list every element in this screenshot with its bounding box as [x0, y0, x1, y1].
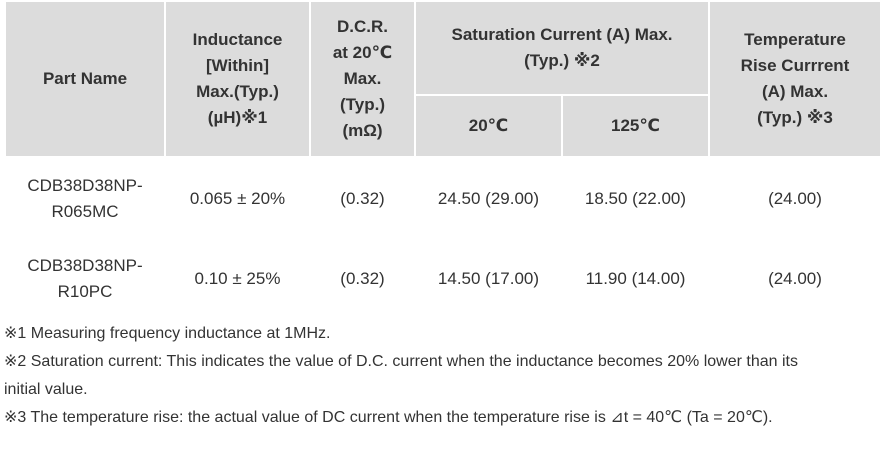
cell-inductance: 0.10 ± 25% — [194, 269, 281, 288]
cell-dcr: (0.32) — [340, 189, 385, 208]
footnote-1: ※1 Measuring frequency inductance at 1MH… — [4, 325, 331, 342]
cell-saturation-125c: 11.90 (14.00) — [585, 269, 686, 288]
header-saturation-20c: 20℃ — [414, 94, 563, 158]
header-dcr: D.C.R. at 20℃ Max. (Typ.) (mΩ) — [309, 0, 416, 158]
cell-dcr: (0.32) — [340, 269, 385, 288]
table-row: CDB38D38NP- R10PC 0.10 ± 25% (0.32) 14.5… — [5, 240, 880, 318]
cell-part-name: CDB38D38NP- R10PC — [27, 256, 143, 301]
cell-inductance: 0.065 ± 20% — [189, 189, 286, 208]
header-part-name: Part Name — [4, 0, 166, 158]
footnotes: ※1 Measuring frequency inductance at 1MH… — [4, 320, 864, 432]
cell-temperature-rise: (24.00) — [768, 269, 822, 288]
spec-table: Part Name Inductance [Within] Max.(Typ.)… — [4, 0, 880, 318]
header-temperature-rise-current: Temperature Rise Currrent (A) Max. (Typ.… — [708, 0, 880, 158]
header-saturation-current: Saturation Current (A) Max. (Typ.) ※2 — [414, 0, 710, 96]
header-inductance: Inductance [Within] Max.(Typ.) (µH)※1 — [164, 0, 311, 158]
cell-saturation-125c: 18.50 (22.00) — [584, 189, 687, 208]
header-saturation-125c: 125℃ — [561, 94, 710, 158]
cell-saturation-20c: 24.50 (29.00) — [437, 189, 540, 208]
table-row: CDB38D38NP- R065MC 0.065 ± 20% (0.32) 24… — [5, 157, 880, 240]
footnote-3: ※3 The temperature rise: the actual valu… — [4, 409, 773, 426]
cell-saturation-20c: 14.50 (17.00) — [437, 269, 540, 288]
cell-temperature-rise: (24.00) — [768, 189, 822, 208]
cell-part-name: CDB38D38NP- R065MC — [27, 176, 143, 221]
footnote-2: ※2 Saturation current: This indicates th… — [4, 353, 798, 398]
